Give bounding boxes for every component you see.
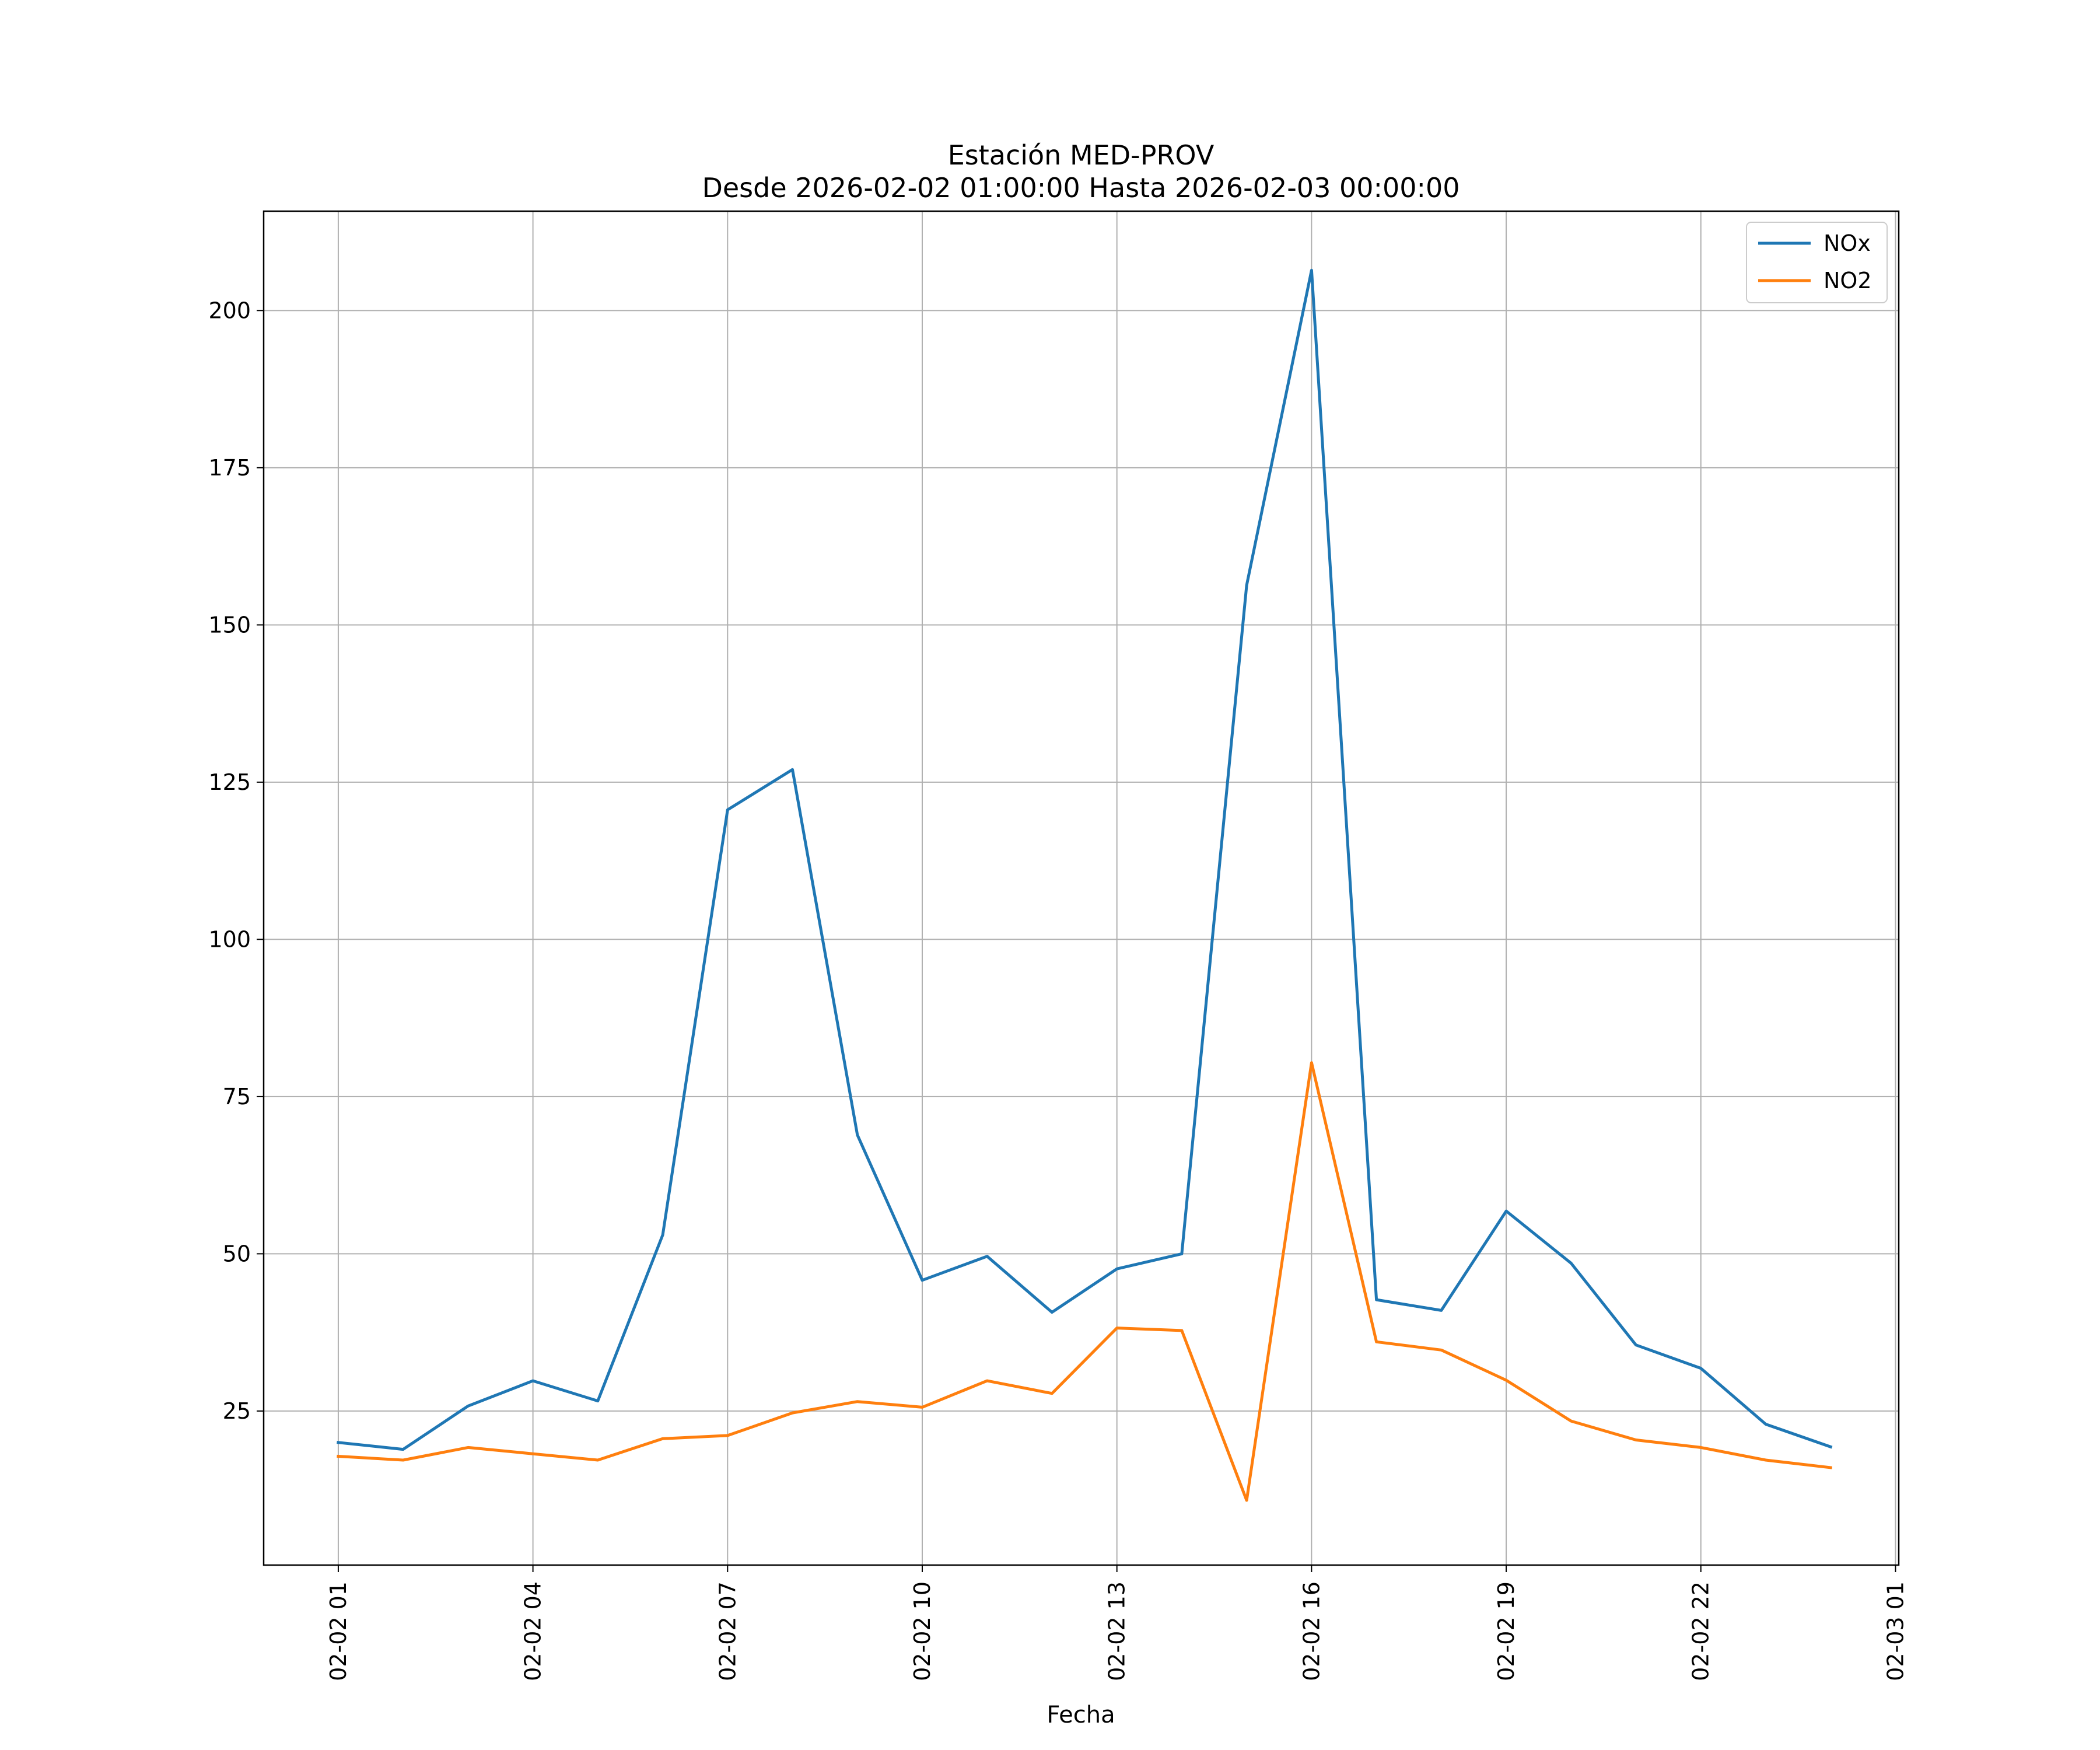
series-lines [337, 268, 1833, 1502]
x-axis-label: Fecha [1046, 1702, 1115, 1728]
axes: 02-02 01 02-02 04 02-02 07 02-02 10 02-02 13… [208, 298, 1908, 1681]
y-tick-label: 50 [223, 1241, 251, 1266]
y-tick-label: 175 [208, 455, 251, 481]
series-line-no2 [337, 1061, 1832, 1502]
series-line-nox [337, 268, 1833, 1451]
y-tick-label: 125 [208, 769, 251, 795]
y-tick-label: 25 [223, 1398, 251, 1424]
grid [264, 211, 1899, 1565]
x-tick-label: 02-02 07 [715, 1581, 740, 1681]
legend-label-no2: NO2 [1824, 268, 1872, 293]
y-tick-label: 200 [208, 298, 251, 323]
y-tick-label: 100 [208, 926, 251, 952]
y-tick-label: 150 [208, 612, 251, 638]
x-tick-label: 02-02 22 [1688, 1581, 1714, 1681]
x-tick-label: 02-02 01 [326, 1581, 351, 1681]
chart-title: Estación MED-PROV [948, 139, 1214, 171]
x-tick-label: 02-03 01 [1882, 1581, 1908, 1681]
chart-subtitle: Desde 2026-02-02 01:00:00 Hasta 2026-02-… [702, 172, 1460, 204]
legend: NOx NO2 [1746, 222, 1888, 303]
x-tick-label: 02-02 16 [1298, 1581, 1324, 1681]
legend-label-nox: NOx [1824, 230, 1871, 256]
y-tick-label: 75 [223, 1084, 251, 1110]
x-tick-label: 02-02 13 [1104, 1581, 1130, 1681]
x-tick-label: 02-02 19 [1493, 1581, 1519, 1681]
x-tick-label: 02-02 04 [520, 1581, 546, 1681]
x-tick-label: 02-02 10 [909, 1581, 935, 1681]
plot-area-frame [262, 210, 1900, 1566]
